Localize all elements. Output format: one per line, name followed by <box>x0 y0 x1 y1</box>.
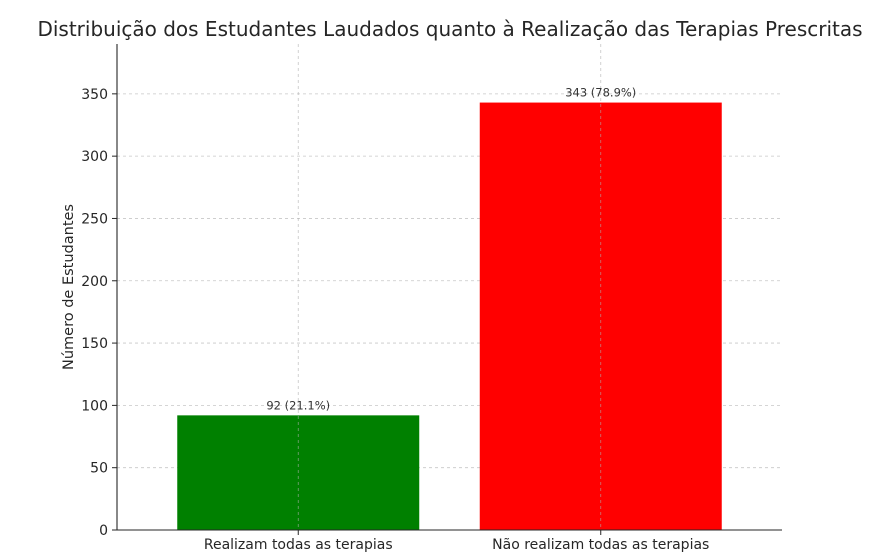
bar-value-label: 92 (21.1%) <box>266 398 330 412</box>
labels: 0 50 100 150 200 250 300 350 Realizam todas as t… <box>81 86 709 553</box>
chart-title: Distribuição dos Estudantes Laudados qua… <box>37 17 862 41</box>
bar-value-label: 343 (78.9%) <box>565 86 636 100</box>
y-tick-label: 300 <box>81 149 108 165</box>
gridlines <box>117 93 782 469</box>
y-tick-label: 100 <box>81 398 108 414</box>
x-tick-label: Realizam todas as terapias <box>204 537 393 553</box>
bars <box>177 102 722 531</box>
y-tick-label: 200 <box>81 274 108 290</box>
y-tick-label: 50 <box>90 461 108 477</box>
y-tick-label: 150 <box>81 336 108 352</box>
y-tick-label: 250 <box>81 211 108 227</box>
y-axis-label: Número de Estudantes <box>61 204 77 370</box>
y-tick-label: 0 <box>99 523 108 539</box>
axes <box>112 44 782 535</box>
x-tick-label: Não realizam todas as terapias <box>492 537 709 553</box>
y-tick-label: 350 <box>81 87 108 103</box>
